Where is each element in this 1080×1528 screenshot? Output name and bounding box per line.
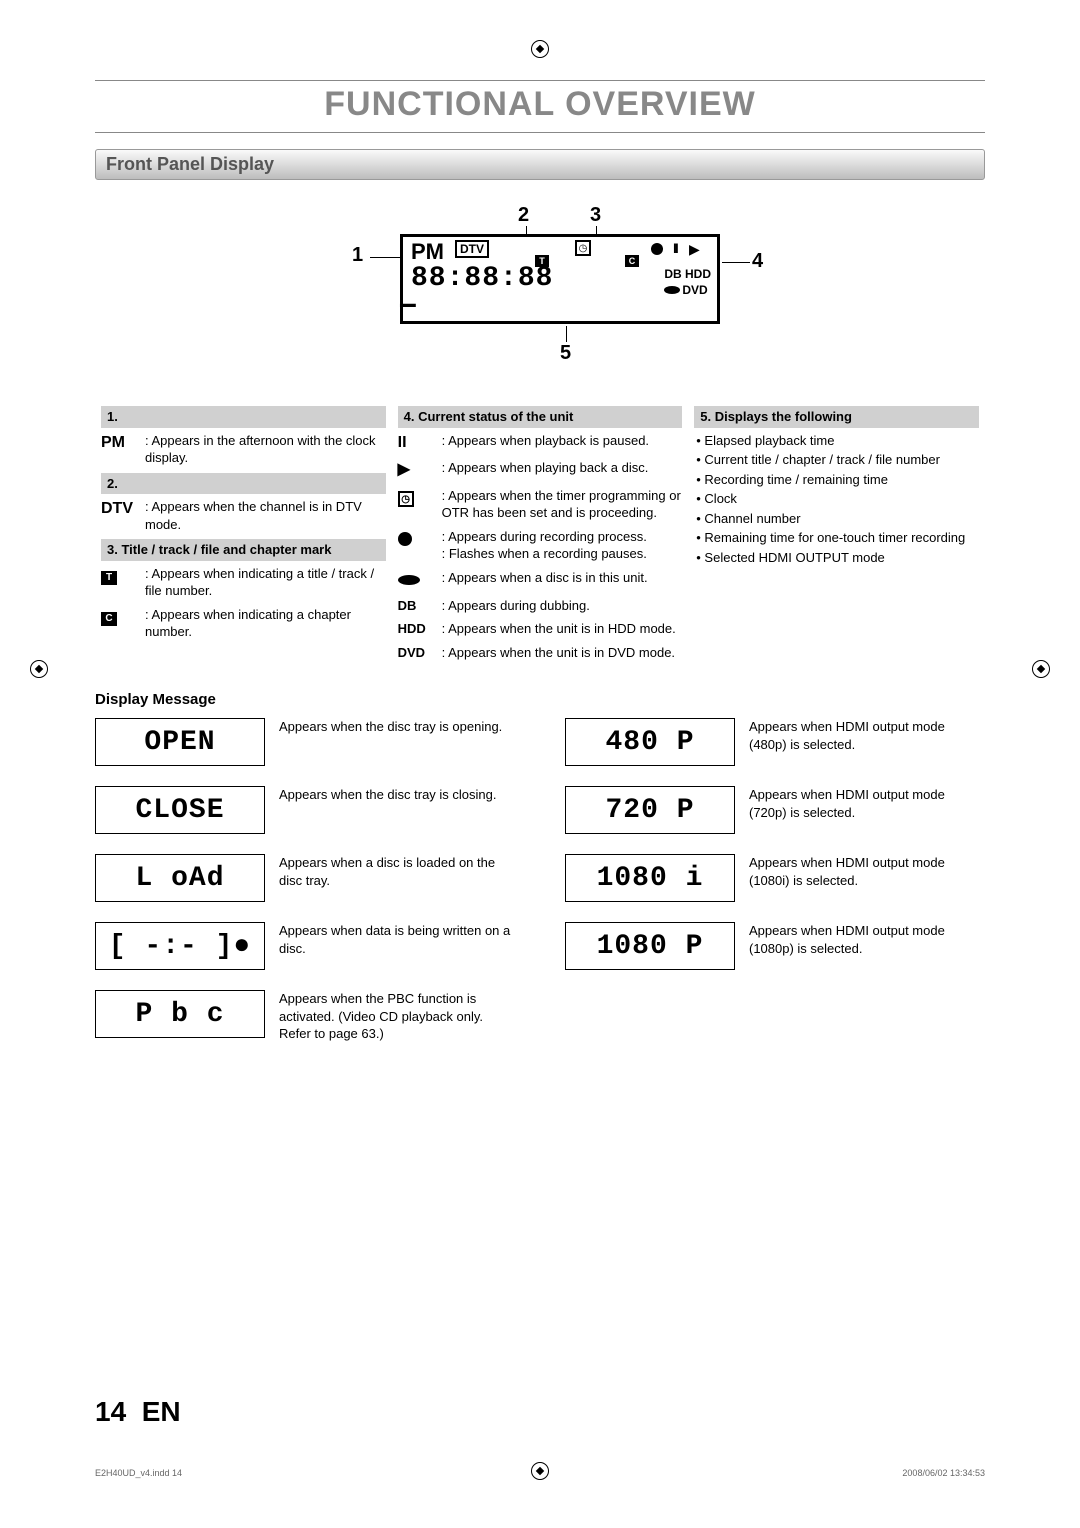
head-1: 1. (101, 406, 386, 428)
msg-load-box: L oAd (95, 854, 265, 902)
timer-symbol: ◷ (398, 487, 442, 522)
disc-icon (664, 286, 680, 294)
head-5: 5. Displays the following (694, 406, 979, 428)
callout-3: 3 (590, 204, 601, 227)
disc-symbol (398, 569, 442, 591)
msg-480p-desc: Appears when HDMI output mode (480p) is … (745, 718, 985, 753)
timer-desc: Appears when the timer programming or OT… (442, 487, 683, 522)
msg-pbc-desc: Appears when the PBC function is activat… (275, 990, 515, 1043)
column-1: 1. PMAppears in the afternoon with the c… (95, 406, 392, 667)
record-icon (651, 243, 663, 255)
dvd-desc: Appears when the unit is in DVD mode. (442, 644, 683, 662)
msg-1080i-desc: Appears when HDMI output mode (1080i) is… (745, 854, 985, 889)
pm-label: PM (411, 239, 444, 265)
msg-720p-box: 720 P (565, 786, 735, 834)
crop-mark-left (30, 660, 48, 678)
callout-1: 1 (352, 244, 363, 267)
page-number: 14 (95, 1396, 126, 1427)
play-symbol: ▶ (398, 459, 442, 481)
messages-left: OPEN Appears when the disc tray is openin… (95, 718, 515, 1063)
msg-close-desc: Appears when the disc tray is closing. (275, 786, 515, 804)
crop-mark-top (531, 40, 549, 58)
msg-480p-box: 480 P (565, 718, 735, 766)
front-panel-diagram: 1 2 3 4 5 PM DTV T C ◷ II ▶ – 88:88:88 D… (280, 194, 800, 394)
page-footer: 14 EN (95, 1396, 181, 1428)
page-lang: EN (142, 1396, 181, 1427)
head-4: 4. Current status of the unit (398, 406, 683, 428)
rec-symbol (398, 528, 442, 563)
footer-meta: E2H40UD_v4.indd 14 2008/06/02 13:34:53 (95, 1468, 985, 1478)
bullet-list: Elapsed playback time Current title / ch… (694, 432, 979, 567)
column-3: 5. Displays the following Elapsed playba… (688, 406, 985, 667)
section-title-bar: Front Panel Display (95, 149, 985, 180)
msg-720p-desc: Appears when HDMI output mode (720p) is … (745, 786, 985, 821)
msg-pbc-box: P b c (95, 990, 265, 1038)
footer-file: E2H40UD_v4.indd 14 (95, 1468, 182, 1478)
callout-2: 2 (518, 204, 529, 227)
msg-1080i-box: 1080 i (565, 854, 735, 902)
dtv-symbol: DTV (101, 498, 145, 533)
rec-desc: Appears during recording process.: Flash… (442, 528, 683, 563)
dtv-desc: Appears when the channel is in DTV mode. (145, 498, 386, 533)
play-desc: Appears when playing back a disc. (442, 459, 683, 481)
bullet-5: Remaining time for one-touch timer recor… (694, 529, 979, 547)
msg-1080p-box: 1080 P (565, 922, 735, 970)
msg-open-box: OPEN (95, 718, 265, 766)
msg-close-box: CLOSE (95, 786, 265, 834)
db-symbol: DB (398, 597, 442, 615)
msg-1080p-desc: Appears when HDMI output mode (1080p) is… (745, 922, 985, 957)
bullet-0: Elapsed playback time (694, 432, 979, 450)
page-title: FUNCTIONAL OVERVIEW (95, 85, 985, 133)
pause-symbol: II (398, 432, 442, 454)
msg-write-box: [ -:- ]● (95, 922, 265, 970)
display-message-heading: Display Message (95, 691, 985, 708)
play-icon: ▶ (689, 241, 700, 258)
c-symbol: C (101, 606, 145, 641)
hdd-symbol: HDD (398, 620, 442, 638)
page-content: FUNCTIONAL OVERVIEW Front Panel Display … (95, 40, 985, 1063)
c-mark: C (625, 255, 639, 267)
bullet-1: Current title / chapter / track / file n… (694, 451, 979, 469)
explanation-columns: 1. PMAppears in the afternoon with the c… (95, 406, 985, 667)
msg-open-desc: Appears when the disc tray is opening. (275, 718, 515, 736)
bullet-4: Channel number (694, 510, 979, 528)
head-3: 3. Title / track / file and chapter mark (101, 539, 386, 561)
hdd-desc: Appears when the unit is in HDD mode. (442, 620, 683, 638)
t-symbol: T (101, 565, 145, 600)
msg-write-desc: Appears when data is being written on a … (275, 922, 515, 957)
disc-desc: Appears when a disc is in this unit. (442, 569, 683, 591)
msg-load-desc: Appears when a disc is loaded on the dis… (275, 854, 515, 889)
footer-date: 2008/06/02 13:34:53 (902, 1468, 985, 1478)
t-desc: Appears when indicating a title / track … (145, 565, 386, 600)
pm-symbol: PM (101, 432, 145, 467)
db-desc: Appears during dubbing. (442, 597, 683, 615)
bullet-6: Selected HDMI OUTPUT mode (694, 549, 979, 567)
c-desc: Appears when indicating a chapter number… (145, 606, 386, 641)
message-grid: OPEN Appears when the disc tray is openin… (95, 718, 985, 1063)
seven-segment-display: 88:88:88 (411, 265, 553, 293)
head-2: 2. (101, 473, 386, 495)
bullet-2: Recording time / remaining time (694, 471, 979, 489)
crop-mark-right (1032, 660, 1050, 678)
column-2: 4. Current status of the unit IIAppears … (392, 406, 689, 667)
pause-desc: Appears when playback is paused. (442, 432, 683, 454)
callout-5: 5 (560, 342, 571, 365)
messages-right: 480 P Appears when HDMI output mode (480p… (565, 718, 985, 1063)
bullet-3: Clock (694, 490, 979, 508)
callout-4: 4 (752, 250, 763, 273)
dvd-symbol: DVD (398, 644, 442, 662)
dtv-label: DTV (455, 240, 489, 258)
pm-desc: Appears in the afternoon with the clock … (145, 432, 386, 467)
pause-icon: II (673, 240, 677, 256)
timer-icon: ◷ (575, 240, 591, 256)
right-labels: DB HDD DVD (664, 267, 711, 298)
panel-box: PM DTV T C ◷ II ▶ – 88:88:88 DB HDD DVD (400, 234, 720, 324)
